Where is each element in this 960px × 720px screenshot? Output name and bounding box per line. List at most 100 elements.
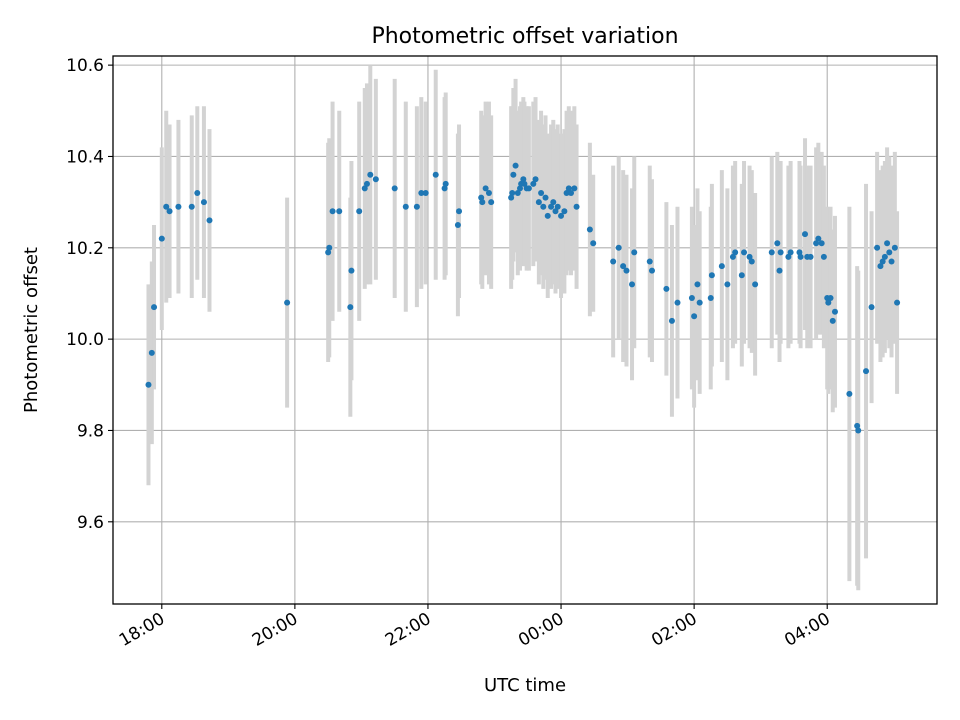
data-point <box>329 208 336 215</box>
data-point <box>623 267 630 274</box>
data-point <box>620 263 627 270</box>
data-point <box>868 304 875 311</box>
data-point <box>785 253 792 260</box>
data-point <box>563 190 570 196</box>
data-point <box>631 249 638 256</box>
data-point <box>874 244 881 251</box>
data-point <box>514 190 521 196</box>
data-point <box>741 249 748 256</box>
data-point <box>827 295 834 302</box>
data-point <box>610 258 617 265</box>
data-point <box>422 190 429 196</box>
y-tick-label: 9.8 <box>77 421 104 441</box>
data-point <box>544 212 551 219</box>
data-point <box>561 208 568 215</box>
data-point <box>802 231 809 238</box>
data-point <box>854 422 861 429</box>
data-point <box>776 267 783 274</box>
data-point <box>777 249 784 256</box>
data-point <box>512 162 519 169</box>
y-tick-label: 9.6 <box>77 513 104 533</box>
y-tick-label: 10.4 <box>66 147 104 167</box>
data-point <box>413 203 420 210</box>
data-point <box>482 185 489 192</box>
data-point <box>540 203 547 210</box>
data-point <box>877 263 884 270</box>
data-point <box>188 203 195 210</box>
data-point <box>590 240 597 247</box>
data-point <box>151 304 158 311</box>
data-point <box>361 185 368 192</box>
data-point <box>509 190 516 196</box>
data-point <box>831 308 838 315</box>
data-point <box>347 304 354 311</box>
y-tick-label: 10.0 <box>66 330 104 350</box>
data-point <box>356 208 363 215</box>
data-point <box>568 190 575 196</box>
data-points <box>145 162 901 434</box>
data-point <box>206 217 213 224</box>
data-point <box>855 427 862 434</box>
data-point <box>732 249 739 256</box>
data-point <box>194 190 201 196</box>
data-point <box>688 295 695 302</box>
data-point <box>510 171 517 178</box>
data-point <box>863 368 870 375</box>
data-point <box>326 244 333 251</box>
data-point <box>525 185 532 192</box>
data-point <box>530 180 537 187</box>
data-point <box>391 185 398 192</box>
data-point <box>663 285 670 292</box>
data-point <box>796 249 803 256</box>
data-point <box>348 267 355 274</box>
data-point <box>691 313 698 320</box>
data-point <box>521 180 528 187</box>
data-point <box>818 240 825 247</box>
data-point <box>586 226 593 233</box>
data-point <box>535 199 542 206</box>
chart-title: Photometric offset variation <box>371 24 678 49</box>
data-point <box>768 249 775 256</box>
data-point <box>550 199 557 206</box>
data-point <box>820 253 827 260</box>
data-point <box>774 240 781 247</box>
data-point <box>284 299 291 306</box>
y-axis-label: Photometric offset <box>21 247 42 413</box>
data-point <box>158 235 165 242</box>
data-point <box>488 199 495 206</box>
data-point <box>646 258 653 265</box>
plot-frame <box>112 55 938 605</box>
data-point <box>145 381 152 388</box>
data-point <box>554 203 561 210</box>
data-point <box>456 208 463 215</box>
data-point <box>565 185 572 192</box>
data-point <box>548 203 555 210</box>
data-point <box>825 299 832 306</box>
data-point <box>752 281 759 288</box>
data-point <box>520 176 527 183</box>
data-point <box>325 249 332 256</box>
data-point <box>571 185 578 192</box>
data-point <box>418 190 425 196</box>
data-point <box>746 253 753 260</box>
data-point <box>532 176 539 183</box>
data-point <box>175 203 182 210</box>
data-point <box>748 258 755 265</box>
data-point <box>552 208 559 215</box>
data-point <box>891 244 898 251</box>
data-point <box>363 180 370 187</box>
y-tick-label: 10.2 <box>66 239 104 259</box>
data-point <box>485 190 492 196</box>
data-point <box>148 349 155 356</box>
data-point <box>807 253 814 260</box>
data-point <box>432 171 439 178</box>
data-point <box>542 194 549 201</box>
data-point <box>674 299 681 306</box>
data-point <box>829 317 836 324</box>
data-point <box>718 263 725 270</box>
data-point <box>508 194 515 201</box>
data-point <box>707 295 714 302</box>
data-point <box>454 221 461 228</box>
